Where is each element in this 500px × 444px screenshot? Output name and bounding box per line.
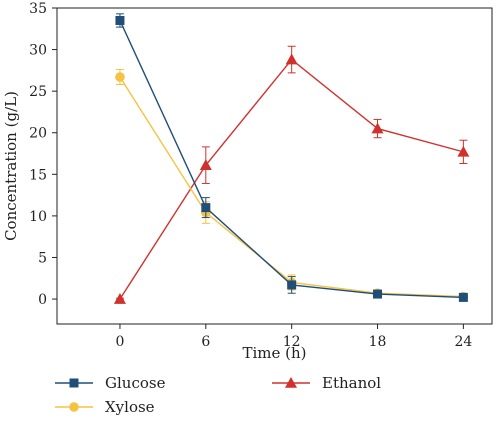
data-point xyxy=(457,145,470,157)
axes: 0 6 12 18 24 0 5 10 15 20 25 30 35 xyxy=(29,1,493,350)
data-point xyxy=(371,122,384,134)
y-tick-label: 35 xyxy=(29,1,47,17)
plot-frame xyxy=(56,7,493,325)
x-tick-label: 12 xyxy=(283,334,301,350)
data-point xyxy=(115,15,125,25)
legend-item-ethanol: Ethanol xyxy=(272,374,381,392)
y-tick-label: 30 xyxy=(29,43,47,59)
data-point xyxy=(113,293,126,304)
x-axis-title: Time (h) xyxy=(242,344,306,362)
data-point xyxy=(201,203,211,213)
y-tick-label: 15 xyxy=(29,167,47,183)
y-tick-label: 0 xyxy=(38,292,47,308)
series-line xyxy=(119,76,464,298)
legend-item-xylose: Xylose xyxy=(55,398,155,416)
series-xylose xyxy=(115,69,469,302)
data-point xyxy=(287,280,297,290)
y-tick-label: 25 xyxy=(29,84,47,100)
legend-label: Glucose xyxy=(105,374,166,392)
legend: Glucose Xylose Ethanol xyxy=(55,374,381,416)
x-tick-label: 24 xyxy=(454,334,472,350)
y-tick-label: 20 xyxy=(29,126,47,142)
data-point xyxy=(373,289,383,299)
series-glucose xyxy=(115,13,468,302)
legend-marker xyxy=(285,377,297,388)
x-tick-label: 6 xyxy=(201,334,210,350)
x-tick-label: 18 xyxy=(369,334,387,350)
series-line xyxy=(119,58,464,300)
data-point xyxy=(199,159,212,170)
data-point xyxy=(115,72,125,82)
legend-item-glucose: Glucose xyxy=(55,374,166,392)
y-tick-label: 10 xyxy=(29,209,47,225)
legend-marker xyxy=(69,378,79,388)
data-point xyxy=(285,53,298,65)
series-layer xyxy=(113,13,470,304)
y-axis-title: Concentration (g/L) xyxy=(2,91,20,241)
data-point xyxy=(458,292,468,302)
series-ethanol xyxy=(113,45,470,304)
legend-marker xyxy=(69,402,79,412)
y-tick-label: 5 xyxy=(38,250,47,266)
legend-label: Ethanol xyxy=(322,374,381,392)
x-tick-label: 0 xyxy=(115,334,124,350)
legend-label: Xylose xyxy=(105,398,155,416)
